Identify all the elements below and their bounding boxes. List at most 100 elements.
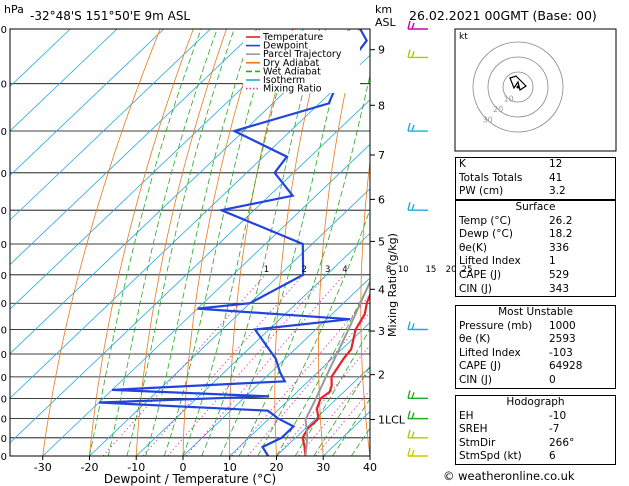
pressure-tick-label: 1000 (0, 452, 7, 463)
surface-row: CAPE (J) 529 (456, 269, 615, 283)
surface-value: 336 (549, 241, 570, 254)
pressure-tick-label: 950 (0, 434, 7, 445)
most-unstable-panel: Most Unstable Pressure (mb) 1000 θe (K) 2593… (455, 305, 616, 389)
wind-barb (411, 412, 415, 419)
datetime: 26.02.2021 00GMT (Base: 00) (409, 8, 597, 23)
mixing-ratio-label: 3 (325, 265, 330, 275)
most-unstable-value: 2593 (549, 333, 576, 346)
surface-label: CAPE (J) (459, 268, 502, 281)
x-tick-label: -30 (34, 461, 52, 474)
wet-adiabat (257, 208, 370, 456)
hodograph-label: EH (459, 409, 474, 422)
surface-label: CIN (J) (459, 282, 492, 295)
mixing-ratio-label: 25 (462, 265, 473, 275)
wet-adiabat (145, 29, 253, 456)
mixing-ratio-line (102, 274, 266, 456)
legend-entry: Parcel Trajectory (263, 49, 342, 60)
pressure-tick-label: 750 (0, 350, 7, 361)
isotherm (10, 29, 211, 221)
most-unstable-label: Pressure (mb) (459, 319, 533, 332)
km-tick-label: 3 (378, 325, 385, 338)
hodograph-label: StmSpd (kt) (459, 450, 522, 463)
pressure-tick-label: 650 (0, 299, 7, 310)
dry-adiabat (135, 29, 227, 456)
mixing-ratio-line (298, 369, 370, 456)
index-row: Totals Totals 41 (456, 172, 615, 186)
footer-credit: © weatheronline.co.uk (443, 469, 575, 483)
legend-entry: Temperature (262, 32, 323, 43)
index-value: 41 (549, 171, 563, 184)
pressure-tick-label: 550 (0, 240, 7, 251)
pressure-tick-label: 400 (0, 127, 7, 138)
wind-barb (407, 122, 411, 132)
pressure-tick-label: 500 (0, 206, 7, 217)
km-tick-label: 8 (378, 99, 385, 112)
hodograph-row: StmSpd (kt) 6 (456, 450, 615, 464)
x-tick-label: 0 (179, 461, 186, 474)
pressure-tick-label: 900 (0, 415, 7, 426)
mixing-ratio-label: 10 (398, 265, 409, 275)
surface-value: 26.2 (549, 214, 573, 227)
most-unstable-value: 1000 (549, 319, 576, 332)
wet-adiabat (107, 29, 218, 456)
hodograph-value: 6 (549, 450, 556, 463)
wind-barb (411, 203, 415, 211)
most-unstable-title: Most Unstable (498, 306, 573, 318)
asl-label: ASL (375, 16, 397, 29)
location-title: -32°48'S 151°50'E 9m ASL (30, 9, 190, 23)
km-label: km (375, 3, 392, 16)
mixing-ratio-label: 1 (264, 265, 269, 275)
surface-title: Surface (515, 201, 556, 213)
x-tick-label: 20 (269, 461, 283, 474)
hodograph-ring (502, 71, 534, 103)
km-tick-label: 7 (378, 149, 385, 162)
wind-barb (411, 323, 415, 330)
isotherm (10, 54, 370, 399)
most-unstable-value: 64928 (549, 360, 583, 373)
mixing-ratio-line (247, 311, 370, 456)
x-tick-label: 30 (316, 461, 330, 474)
dry-adiabat (318, 29, 360, 456)
wet-adiabat (89, 29, 202, 456)
wind-barb (411, 392, 415, 399)
legend-entry: Isotherm (263, 75, 305, 86)
hodograph-title: Hodograph (506, 396, 565, 408)
temperature-line (301, 291, 370, 456)
isotherm (10, 29, 165, 177)
x-tick-label: -10 (127, 461, 145, 474)
index-label: PW (cm) (459, 185, 504, 198)
wind-barb (407, 390, 411, 399)
dry-adiabat (42, 29, 161, 456)
isotherm (10, 29, 118, 132)
hodograph-panel: Hodograph EH -10 SREH -7 StmDir 266° StmSpd (kt… (455, 395, 616, 465)
surface-panel: Surface Temp (°C) 26.2 Dewp (°C) 18.2 θe(K) 33… (455, 200, 616, 298)
wind-barb (407, 447, 411, 457)
legend-entry: Dry Adiabat (263, 58, 320, 69)
isotherm (42, 143, 370, 456)
wind-barb (407, 201, 411, 211)
index-row: PW (cm) 3.2 (456, 185, 615, 199)
index-value: 12 (549, 158, 563, 170)
hodograph-label: SREH (459, 423, 488, 436)
wind-barb (407, 49, 411, 58)
pressure-tick-label: 350 (0, 80, 7, 91)
wind-barb (407, 20, 411, 30)
pressure-tick-label: 800 (0, 373, 7, 384)
surface-label: θe(K) (459, 241, 487, 254)
surface-label: Dewp (°C) (459, 228, 513, 241)
pressure-tick-label: 600 (0, 271, 7, 282)
wet-adiabat (182, 29, 296, 456)
mixing-ratio-label: 4 (342, 265, 347, 275)
dry-adiabat (182, 29, 261, 456)
parcel-trajectory-line (304, 279, 370, 456)
surface-row: θe(K) 336 (456, 242, 615, 256)
hodograph-row: SREH -7 (456, 423, 615, 437)
wind-barb (407, 410, 411, 419)
hodograph-row: StmDir 266° (456, 437, 615, 451)
legend-entry: Dewpoint (263, 41, 308, 52)
mixing-ratio-line (276, 344, 370, 456)
dry-adiabat (402, 17, 428, 456)
wind-barb (407, 429, 411, 438)
